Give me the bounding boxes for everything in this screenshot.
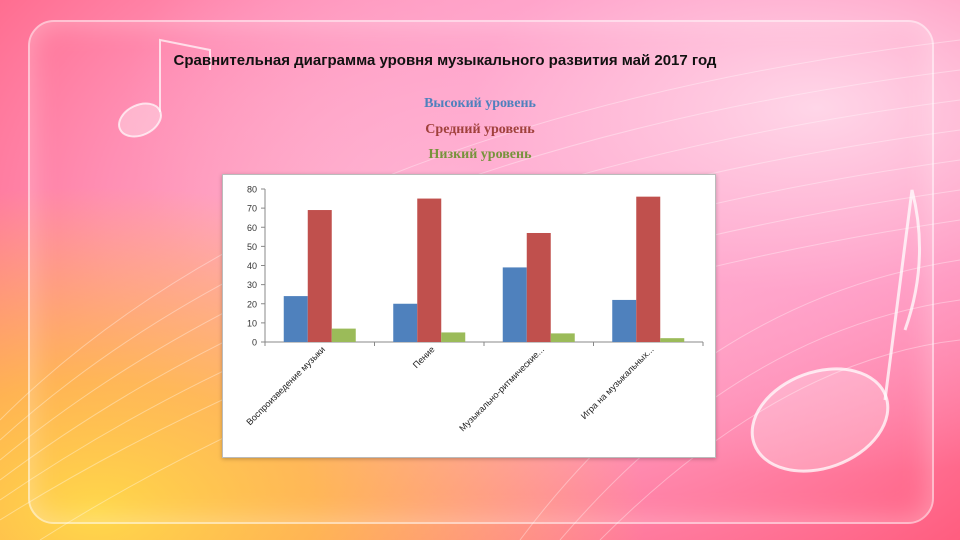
bar <box>331 328 356 342</box>
bar <box>612 299 637 342</box>
y-tick-label: 70 <box>247 204 257 214</box>
x-tick-label: Воспроизведение музыки <box>244 344 327 427</box>
y-tick-label: 40 <box>247 261 257 271</box>
y-tick-label: 10 <box>247 318 257 328</box>
bar <box>393 303 418 342</box>
bar-chart: 0 10 20 30 40 50 60 70 80 Воспроизведение музыки П… <box>222 174 716 458</box>
bar <box>660 338 685 342</box>
y-tick-label: 30 <box>247 280 257 290</box>
music-note-icon <box>118 38 211 138</box>
page-title: Сравнительная диаграмма уровня музыкальн… <box>173 52 717 69</box>
bar <box>283 296 308 342</box>
music-note-icon-large <box>750 189 921 473</box>
legend-medium: Средний уровень <box>425 122 535 137</box>
y-tick-label: 0 <box>252 338 257 348</box>
x-tick-label: Игра на музыкальных... <box>579 344 656 421</box>
x-tick-label: Пение <box>411 344 437 370</box>
chart-svg: 0 10 20 30 40 50 60 70 80 Воспроизведение музыки П… <box>244 185 704 433</box>
bar <box>441 332 466 342</box>
bar <box>526 232 551 342</box>
bar <box>550 333 575 342</box>
bar <box>417 198 442 342</box>
bar <box>636 196 661 342</box>
bar <box>307 210 332 342</box>
y-tick-label: 60 <box>247 223 257 233</box>
x-tick-label: Музыкально-ритмические... <box>457 344 546 433</box>
y-tick-label: 80 <box>247 185 257 195</box>
y-tick-label: 50 <box>247 242 257 252</box>
legend-low: Низкий уровень <box>428 147 532 162</box>
legend-high: Высокий уровень <box>424 96 536 111</box>
y-tick-label: 20 <box>247 299 257 309</box>
bar <box>502 267 527 342</box>
